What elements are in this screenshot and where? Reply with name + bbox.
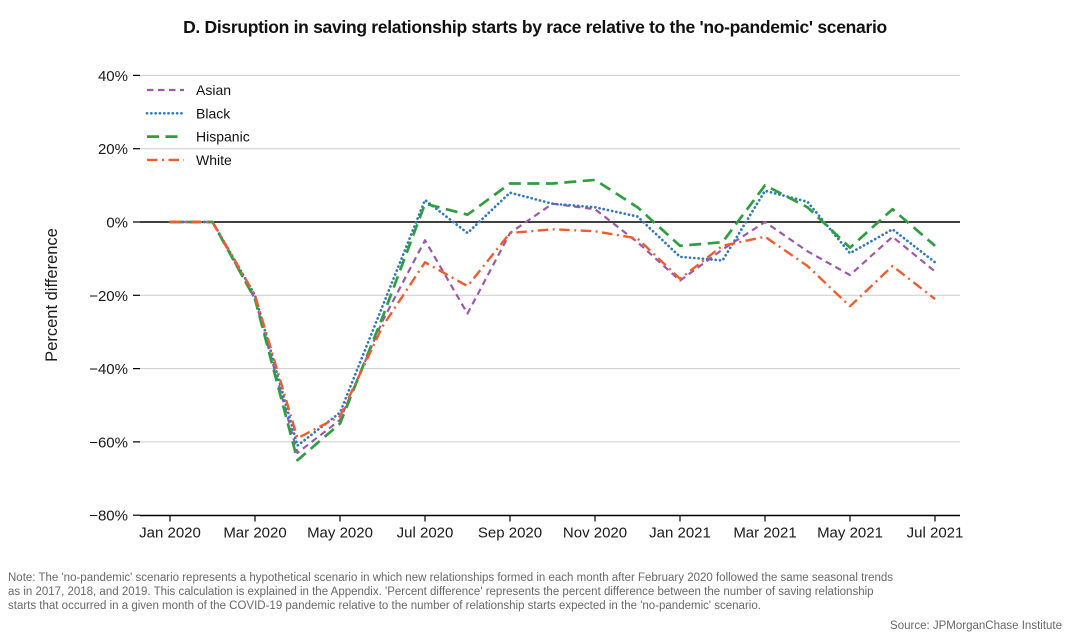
series-line-white <box>170 220 936 440</box>
y-tick-label: −40% <box>89 361 128 378</box>
x-tick-label: Jul 2021 <box>907 525 964 542</box>
legend-label-hispanic: Hispanic <box>196 129 250 145</box>
x-tick-label: Sep 2020 <box>478 525 542 542</box>
x-tick-label: May 2020 <box>307 525 373 542</box>
legend-label-asian: Asian <box>196 82 231 98</box>
series-line-black <box>168 189 937 447</box>
note-line-1: Note: The 'no-pandemic' scenario represe… <box>8 572 894 584</box>
x-tick-label: Nov 2020 <box>563 525 627 542</box>
y-tick-label: −20% <box>89 288 128 305</box>
note-text: Note: The 'no-pandemic' scenario represe… <box>8 571 893 613</box>
x-tick-label: Jul 2020 <box>397 525 454 542</box>
x-tick-label: Mar 2021 <box>733 525 796 542</box>
source-credit: Source: JPMorganChase Institute <box>890 620 1062 632</box>
y-tick-label: 20% <box>98 141 128 158</box>
x-tick-label: Jan 2020 <box>139 525 201 542</box>
x-tick-label: May 2021 <box>817 525 883 542</box>
y-axis-label: Percent difference <box>43 228 61 362</box>
note-line-3: starts that occurred in a given month of… <box>8 600 761 612</box>
y-tick-label: −80% <box>89 508 128 525</box>
y-tick-label: −60% <box>89 434 128 451</box>
x-tick-label: Mar 2020 <box>223 525 286 542</box>
series-line-hispanic <box>170 178 936 462</box>
y-tick-label: 40% <box>98 68 128 85</box>
legend-label-white: White <box>196 152 232 168</box>
legend-label-black: Black <box>196 105 231 121</box>
note-line-2: as in 2017, 2018, and 2019. This calcula… <box>8 586 874 598</box>
chart-title: D. Disruption in saving relationship sta… <box>183 17 887 37</box>
y-tick-label: 0% <box>106 215 128 232</box>
x-tick-label: Jan 2021 <box>649 525 711 542</box>
